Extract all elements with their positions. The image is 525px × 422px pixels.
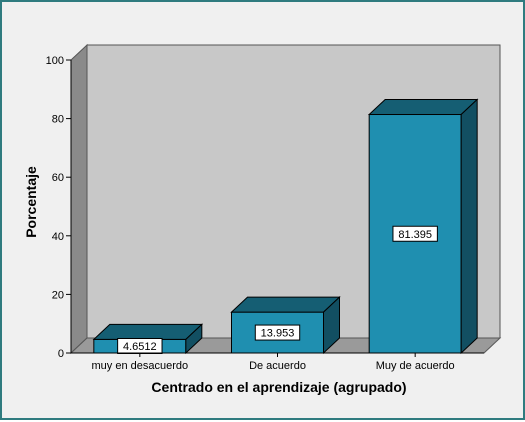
y-axis-title: Porcentaje bbox=[23, 166, 39, 238]
y-tick-label: 20 bbox=[52, 289, 64, 301]
left-wall bbox=[70, 43, 88, 355]
y-tick-label: 100 bbox=[46, 55, 64, 67]
floor-edge bbox=[484, 338, 500, 354]
x-tick-label: De acuerdo bbox=[249, 360, 306, 372]
data-label-box bbox=[254, 324, 301, 341]
bar-side bbox=[460, 98, 478, 355]
y-tick-label: 0 bbox=[58, 348, 64, 360]
bar-top bbox=[367, 99, 479, 116]
data-label: 81.395 bbox=[398, 229, 432, 241]
bar-side bbox=[323, 295, 340, 355]
x-tick-label: Muy de acuerdo bbox=[376, 360, 455, 372]
data-label: 13.953 bbox=[261, 328, 295, 340]
y-tick-label: 80 bbox=[52, 114, 64, 126]
data-label: 4.6512 bbox=[123, 341, 157, 353]
y-tick-label: 40 bbox=[52, 231, 64, 243]
x-tick-label: muy en desacuerdo bbox=[92, 360, 189, 372]
bar-side bbox=[185, 323, 203, 355]
y-tick-label: 60 bbox=[52, 172, 64, 184]
x-axis-title: Centrado en el aprendizaje (agrupado) bbox=[151, 379, 406, 395]
data-label-box bbox=[392, 225, 438, 242]
bar-top bbox=[92, 323, 204, 340]
bar-top bbox=[230, 296, 341, 313]
